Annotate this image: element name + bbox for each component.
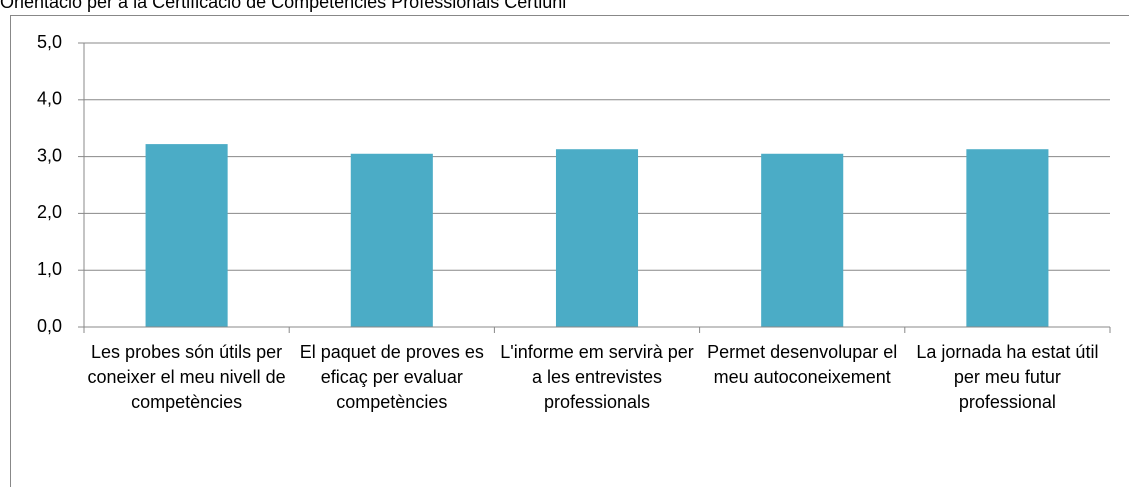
y-tick-label: 0,0 (37, 316, 62, 336)
bar (761, 153, 844, 327)
chart-frame (10, 15, 1129, 487)
y-tick-label: 3,0 (37, 145, 62, 165)
x-tick-label: La jornada ha estat útil per meu futur p… (916, 342, 1099, 412)
bar (966, 149, 1049, 327)
bar (145, 144, 228, 327)
y-tick-label: 2,0 (37, 202, 62, 222)
y-tick-label: 4,0 (37, 89, 62, 109)
y-tick-label: 5,0 (37, 32, 62, 52)
x-tick-label: Permet desenvolupar el meu autoconeixeme… (707, 342, 898, 387)
chart-title: Orientació per a la Certificació de Comp… (0, 0, 567, 12)
bar (350, 153, 433, 327)
bar (555, 149, 639, 327)
x-tick-label: El paquet de proves es eficaç per evalua… (299, 342, 484, 412)
x-tick-label: Les probes són útils per coneixer el meu… (87, 342, 286, 412)
y-tick-label: 1,0 (37, 259, 62, 279)
x-tick-label: L'informe em servirà per a les entrevist… (500, 342, 694, 412)
